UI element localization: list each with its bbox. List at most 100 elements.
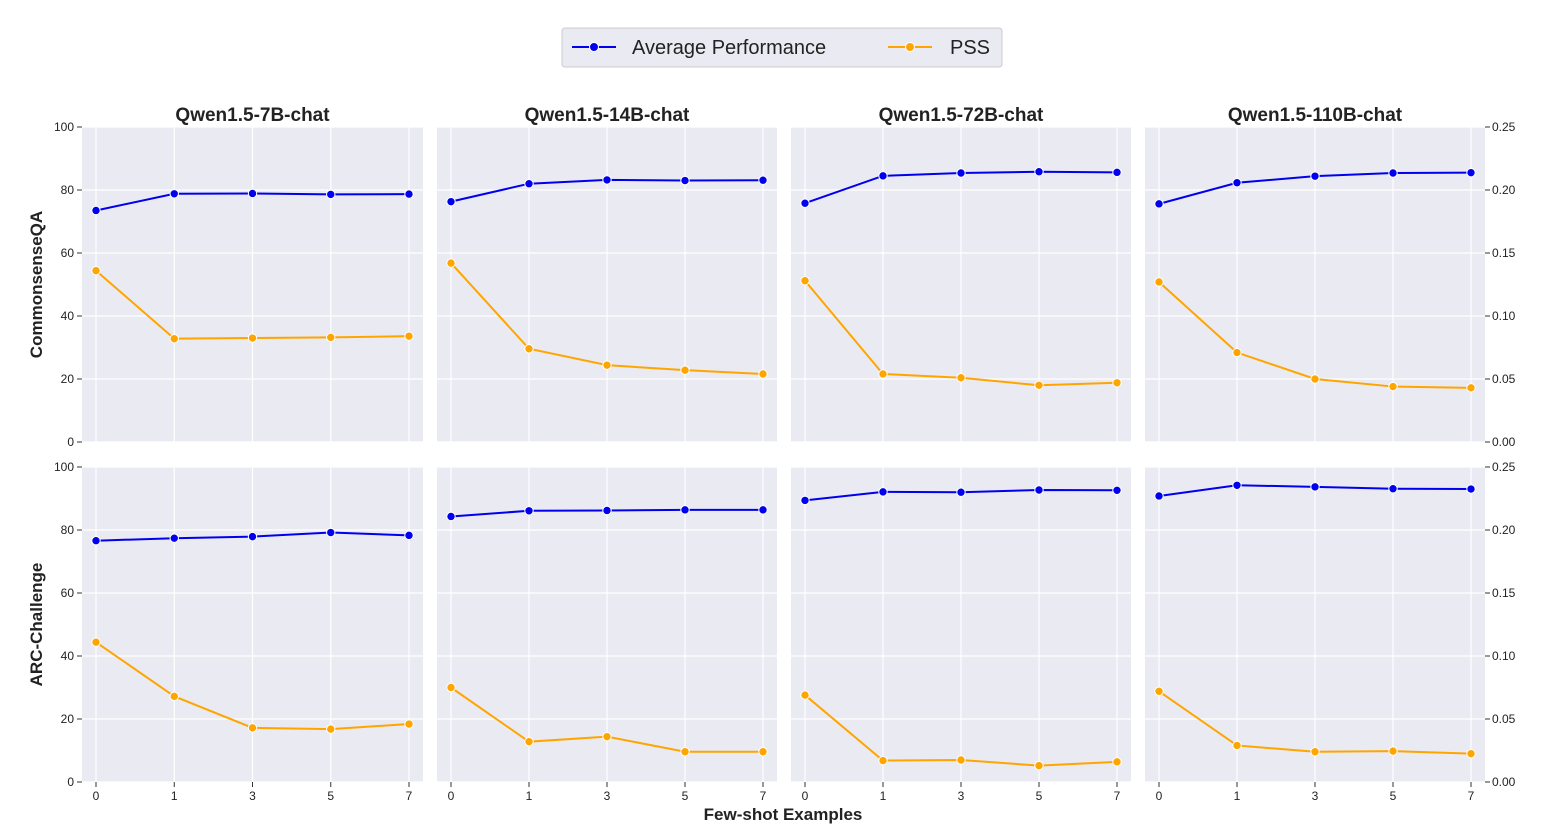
point-pss xyxy=(1154,686,1164,696)
point-pss xyxy=(1034,760,1044,771)
right-tick-label: 0.25 xyxy=(1492,120,1516,134)
left-tick-label: 60 xyxy=(61,246,75,260)
point-average-performance xyxy=(1112,485,1122,496)
x-tick-label: 7 xyxy=(760,789,767,803)
point-pss xyxy=(91,265,101,276)
point-average-performance xyxy=(956,487,966,497)
panel-title: Qwen1.5-14B-chat xyxy=(525,105,690,126)
panel xyxy=(791,126,1131,443)
point-average-performance xyxy=(1388,484,1398,494)
x-tick-label: 3 xyxy=(249,789,256,803)
point-pss xyxy=(326,332,336,343)
point-pss xyxy=(758,369,768,379)
x-tick-label: 1 xyxy=(171,789,178,803)
point-average-performance xyxy=(758,505,768,515)
point-pss xyxy=(91,637,101,647)
point-average-performance xyxy=(169,533,179,543)
point-pss xyxy=(1388,381,1398,392)
legend-label-1: PSS xyxy=(950,37,990,59)
right-tick-label: 0.10 xyxy=(1492,649,1516,663)
point-average-performance xyxy=(524,506,534,516)
x-tick-label: 1 xyxy=(880,789,887,803)
left-tick-label: 0 xyxy=(67,435,74,449)
point-average-performance xyxy=(1310,171,1320,181)
point-pss xyxy=(247,723,258,733)
panel xyxy=(437,126,777,443)
point-average-performance xyxy=(169,189,179,199)
point-average-performance xyxy=(1388,168,1398,178)
point-average-performance xyxy=(956,168,966,178)
left-tick-label: 40 xyxy=(61,649,75,663)
point-average-performance xyxy=(326,189,336,200)
point-pss xyxy=(680,365,690,375)
point-pss xyxy=(680,747,690,757)
x-tick-label: 3 xyxy=(958,789,965,803)
point-average-performance xyxy=(878,487,888,497)
point-pss xyxy=(247,333,258,343)
point-average-performance xyxy=(1154,491,1164,501)
point-average-performance xyxy=(404,530,414,541)
point-average-performance xyxy=(602,175,612,185)
point-average-performance xyxy=(91,536,101,546)
point-average-performance xyxy=(680,505,690,515)
point-average-performance xyxy=(404,189,414,199)
left-tick-label: 20 xyxy=(61,372,75,386)
point-average-performance xyxy=(91,205,101,216)
x-tick-label: 5 xyxy=(1390,789,1397,803)
point-average-performance xyxy=(1232,178,1242,188)
x-tick-label: 7 xyxy=(1468,789,1475,803)
x-tick-label: 3 xyxy=(604,789,611,803)
point-average-performance xyxy=(758,175,768,185)
left-tick-label: 20 xyxy=(61,712,75,726)
x-tick-label: 5 xyxy=(1036,789,1043,803)
point-average-performance xyxy=(1154,199,1164,209)
legend-box xyxy=(561,27,1003,68)
point-pss xyxy=(446,258,456,268)
point-pss xyxy=(169,333,179,344)
x-tick-label: 1 xyxy=(526,789,533,803)
left-tick-label: 80 xyxy=(61,183,75,197)
x-tick-label: 0 xyxy=(1156,789,1163,803)
point-pss xyxy=(1310,747,1320,757)
point-average-performance xyxy=(1466,484,1476,494)
point-pss xyxy=(1034,380,1044,390)
legend-marker-1 xyxy=(905,42,915,52)
right-tick-label: 0.15 xyxy=(1492,246,1516,260)
point-pss xyxy=(758,747,768,757)
right-tick-label: 0.15 xyxy=(1492,586,1516,600)
point-pss xyxy=(1466,383,1476,393)
left-tick-label: 60 xyxy=(61,586,75,600)
point-average-performance xyxy=(878,171,888,181)
right-tick-label: 0.20 xyxy=(1492,183,1516,197)
point-pss xyxy=(956,755,966,765)
point-average-performance xyxy=(326,527,336,538)
point-average-performance xyxy=(1112,167,1122,178)
x-tick-label: 5 xyxy=(682,789,689,803)
left-tick-label: 100 xyxy=(54,460,74,474)
point-pss xyxy=(1232,740,1242,751)
point-average-performance xyxy=(247,188,258,199)
point-average-performance xyxy=(800,495,810,506)
x-axis-label: Few-shot Examples xyxy=(704,805,863,824)
point-average-performance xyxy=(446,196,456,207)
point-pss xyxy=(169,691,179,702)
right-tick-label: 0.05 xyxy=(1492,712,1516,726)
right-tick-label: 0.10 xyxy=(1492,309,1516,323)
point-average-performance xyxy=(524,179,534,189)
x-tick-label: 0 xyxy=(93,789,100,803)
point-average-performance xyxy=(247,531,258,542)
panel: 0 1 3 5 7 xyxy=(791,466,1131,803)
point-average-performance xyxy=(800,198,810,208)
point-average-performance xyxy=(1310,482,1320,492)
point-pss xyxy=(446,682,456,693)
row-label: ARC-Challenge xyxy=(27,563,46,687)
point-pss xyxy=(800,690,810,700)
right-tick-label: 0.00 xyxy=(1492,435,1516,449)
x-tick-label: 0 xyxy=(448,789,455,803)
panel: 0 20 40 60 80 100 xyxy=(54,120,423,449)
point-pss xyxy=(878,755,888,766)
point-average-performance xyxy=(1232,480,1242,490)
x-tick-label: 5 xyxy=(327,789,334,803)
